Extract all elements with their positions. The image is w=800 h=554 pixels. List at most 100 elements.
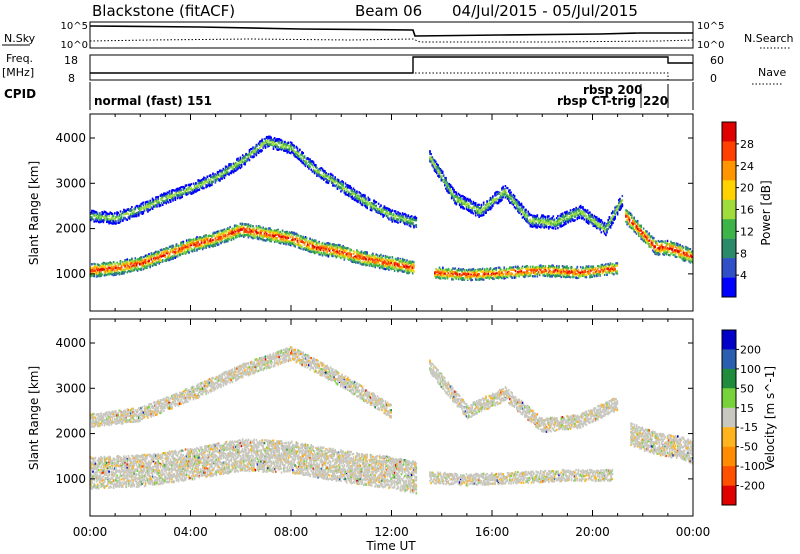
- power-cell: [553, 267, 556, 270]
- power-cell: [415, 216, 418, 219]
- power-cell: [342, 244, 344, 248]
- power-cell: [95, 216, 98, 219]
- power-cell: [271, 234, 274, 237]
- power-cell: [479, 275, 481, 278]
- power-cell: [262, 226, 264, 229]
- power-cell: [260, 229, 262, 232]
- power-cell: [148, 255, 150, 258]
- power-cell: [216, 177, 219, 181]
- power-cell: [235, 233, 237, 236]
- power-cell: [554, 274, 557, 277]
- power-cell: [340, 187, 342, 190]
- power-cell: [166, 198, 169, 201]
- power-cell: [388, 258, 390, 261]
- power-cell: [316, 173, 318, 176]
- power-cell: [271, 231, 274, 234]
- power-cell: [457, 278, 460, 281]
- power-cell: [261, 228, 263, 231]
- power-cell: [165, 246, 167, 250]
- power-cell: [168, 199, 171, 202]
- power-cell: [374, 208, 376, 211]
- power-cell: [368, 202, 371, 206]
- power-cell: [513, 268, 516, 272]
- power-cell: [285, 149, 287, 152]
- power-cell: [313, 239, 316, 242]
- power-cell: [139, 257, 141, 260]
- power-cell: [127, 213, 130, 216]
- power-cell: [270, 137, 272, 140]
- power-cell: [159, 254, 162, 257]
- power-cell: [177, 189, 180, 192]
- power-cell: [171, 247, 173, 250]
- power-cell: [586, 265, 589, 268]
- power-cell: [601, 263, 604, 266]
- power-cell: [530, 271, 533, 274]
- power-cell: [299, 246, 301, 249]
- power-cell: [276, 143, 278, 146]
- power-cell: [102, 221, 105, 224]
- power-cell: [429, 158, 431, 161]
- power-cell: [240, 163, 243, 166]
- power-cell: [328, 242, 331, 245]
- power-cell: [143, 255, 146, 258]
- power-cell: [171, 191, 173, 194]
- power-cell: [179, 187, 181, 190]
- power-cell: [101, 273, 103, 276]
- power-cell: [136, 206, 139, 209]
- power-cell: [481, 270, 484, 273]
- power-cell: [340, 247, 342, 250]
- power-cell: [272, 146, 275, 149]
- power-cell: [374, 264, 376, 267]
- power-cell: [391, 267, 394, 270]
- power-cell: [174, 255, 177, 258]
- power-cell: [271, 138, 274, 141]
- power-cell: [169, 256, 172, 259]
- power-cell: [223, 169, 226, 172]
- power-cell: [317, 242, 319, 245]
- power-cell: [117, 216, 119, 219]
- power-cell: [179, 191, 181, 195]
- power-cell: [327, 181, 330, 185]
- power-cell: [343, 190, 346, 193]
- power-cell: [487, 270, 489, 274]
- power-cell: [293, 144, 295, 147]
- power-cell: [216, 232, 219, 235]
- power-cell: [294, 242, 296, 246]
- power-cell: [382, 210, 384, 213]
- power-cell: [386, 211, 389, 215]
- power-cell: [99, 214, 101, 217]
- power-cell: [193, 184, 196, 187]
- power-cell: [349, 192, 351, 196]
- power-cell: [326, 251, 328, 254]
- power-cell: [303, 237, 306, 240]
- power-cell: [388, 265, 390, 269]
- power-cell: [589, 269, 591, 272]
- power-cell: [461, 273, 463, 277]
- power-cell: [211, 235, 213, 238]
- power-cell: [106, 215, 108, 218]
- power-cell: [351, 188, 354, 191]
- power-cell: [465, 273, 468, 276]
- power-cell: [350, 259, 352, 262]
- power-cell: [257, 225, 260, 228]
- power-cell: [301, 245, 303, 248]
- power-cell: [276, 237, 278, 240]
- power-cell: [116, 211, 118, 214]
- power-cell: [516, 266, 518, 269]
- power-cell: [201, 236, 204, 239]
- power-cell: [130, 213, 132, 216]
- power-cell: [286, 231, 288, 235]
- power-cell: [304, 241, 307, 244]
- power-cell: [527, 272, 529, 275]
- power-cell: [504, 277, 507, 280]
- power-cell: [370, 263, 373, 266]
- power-cell: [386, 259, 389, 262]
- power-cell: [309, 250, 311, 253]
- power-cell: [284, 141, 286, 144]
- power-cell: [535, 266, 537, 269]
- power-cell: [366, 262, 368, 265]
- power-cell: [389, 264, 391, 267]
- power-cell: [160, 255, 163, 258]
- power-cell: [200, 246, 203, 249]
- power-cell: [409, 265, 412, 268]
